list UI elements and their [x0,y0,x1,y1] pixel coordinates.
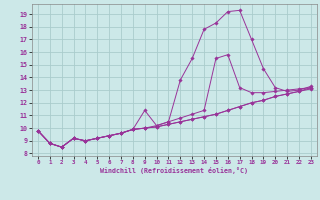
X-axis label: Windchill (Refroidissement éolien,°C): Windchill (Refroidissement éolien,°C) [100,167,248,174]
